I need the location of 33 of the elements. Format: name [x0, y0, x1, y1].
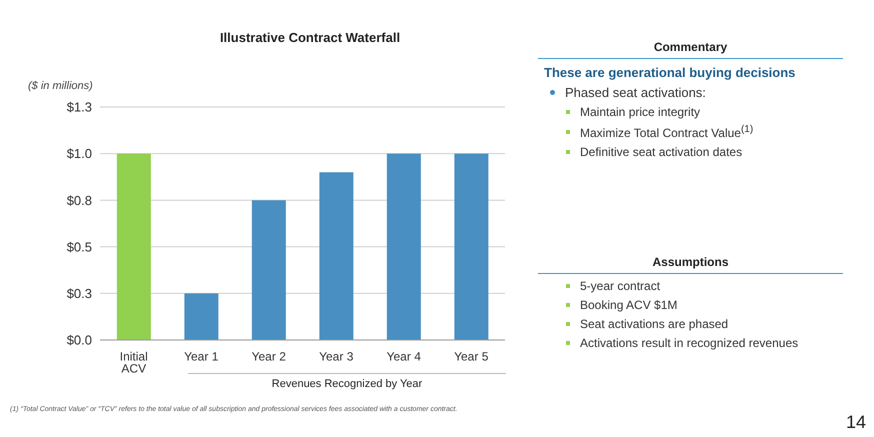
text: 14 [846, 412, 866, 432]
text: 5-year contract [580, 279, 660, 293]
text: Maximize Total Contract Value$^{(1)}$ [580, 124, 754, 140]
y-tick-label: $1.0 [66, 146, 92, 162]
x-tick-label: Initial ACV [120, 350, 148, 376]
bar [319, 172, 354, 340]
text: Assumptions [652, 255, 728, 269]
bar [252, 200, 286, 340]
x-tick-label: Year 4 [386, 350, 422, 364]
text: These are generational buying decisions [544, 65, 796, 80]
x-axis-title: Revenues Recognized by Year [272, 378, 422, 390]
y-tick-label: $0.8 [66, 192, 92, 208]
bar [454, 154, 488, 340]
bar [386, 154, 421, 340]
text: Definitive seat activation dates [580, 145, 742, 159]
text: Maintain price integrity [580, 105, 700, 119]
text: Commentary [654, 40, 728, 54]
text: Seat activations are phased [580, 317, 728, 331]
x-tick-label: Year 3 [319, 350, 354, 364]
y-tick-label: $1.3 [66, 100, 92, 115]
x-tick-label: Year 5 [454, 350, 489, 364]
text: Phased seat activations: [565, 85, 706, 100]
text: Activations result in recognized revenues [580, 336, 798, 350]
y-tick-label: $0.3 [66, 286, 92, 302]
chart-title: Illustrative Contract Waterfall [220, 30, 400, 45]
bar [184, 293, 218, 340]
y-axis-title: ($ in millions) [28, 80, 93, 92]
y-tick-label: $0.5 [66, 239, 92, 254]
text: Booking ACV $1M [580, 298, 678, 312]
bar [116, 154, 151, 340]
x-tick-label: Year 1 [184, 350, 219, 364]
y-tick-label: $0.0 [66, 332, 92, 348]
x-tick-label: Year 2 [252, 350, 286, 364]
